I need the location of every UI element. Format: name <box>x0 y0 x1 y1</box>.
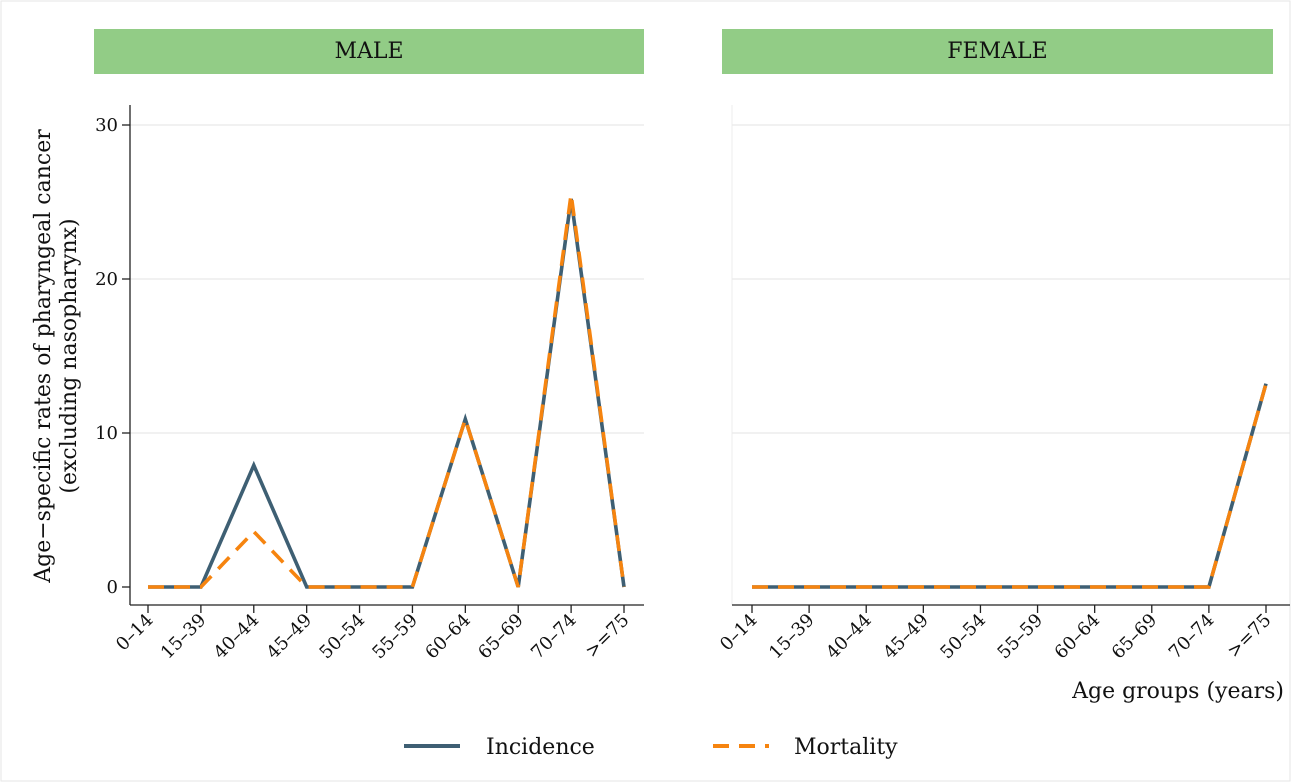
x-tick-label-1-9: >=75 <box>1223 610 1275 662</box>
panel-title-female: FEMALE <box>722 29 1273 74</box>
x-axis-title: Age groups (years) <box>1071 679 1284 704</box>
x-tick-label-0-5: 55–59 <box>368 610 422 664</box>
series-line-incidence-female <box>752 383 1268 589</box>
x-tick-label-1-8: 70–74 <box>1165 610 1219 664</box>
series-line-incidence-male <box>148 198 626 589</box>
x-tick-label-0-6: 60–64 <box>421 610 475 664</box>
x-tick-label-0-7: 65–69 <box>474 610 528 664</box>
legend-label-mortality: Mortality <box>794 735 898 760</box>
x-tick-label-0-9: >=75 <box>581 610 633 662</box>
y-tick-label-3: 30 <box>95 115 118 136</box>
y-tick-label-1: 10 <box>95 423 118 444</box>
series-line-mortality-female <box>752 383 1268 589</box>
x-tick-label-1-2: 40–44 <box>822 610 876 664</box>
x-tick-label-0-1: 15–39 <box>157 610 211 664</box>
x-tick-label-0-2: 40–44 <box>210 610 264 664</box>
x-tick-label-1-1: 15–39 <box>765 610 819 664</box>
panel-title-male: MALE <box>94 29 644 74</box>
y-tick-label-0: 0 <box>107 577 118 598</box>
x-tick-label-1-7: 65–69 <box>1108 610 1162 664</box>
x-tick-label-1-3: 45–49 <box>879 610 933 664</box>
x-tick-label-1-6: 60–64 <box>1051 610 1105 664</box>
y-tick-label-2: 20 <box>95 269 118 290</box>
x-tick-label-0-3: 45–49 <box>263 610 317 664</box>
x-tick-label-0-8: 70–74 <box>527 610 581 664</box>
y-axis-title-line1: Age−specific rates of pharyngeal cancer <box>31 129 56 584</box>
x-tick-label-1-5: 55–59 <box>993 610 1047 664</box>
series-line-mortality-male <box>148 194 626 589</box>
y-axis-title-line2: (excluding nasopharynx) <box>57 218 82 493</box>
x-tick-label-0-4: 50–54 <box>315 610 369 664</box>
legend-label-incidence: Incidence <box>486 735 595 760</box>
x-tick-label-1-4: 50–54 <box>936 610 990 664</box>
x-tick-label-0-0: 0–14 <box>112 610 158 656</box>
x-tick-label-1-0: 0–14 <box>716 610 762 656</box>
